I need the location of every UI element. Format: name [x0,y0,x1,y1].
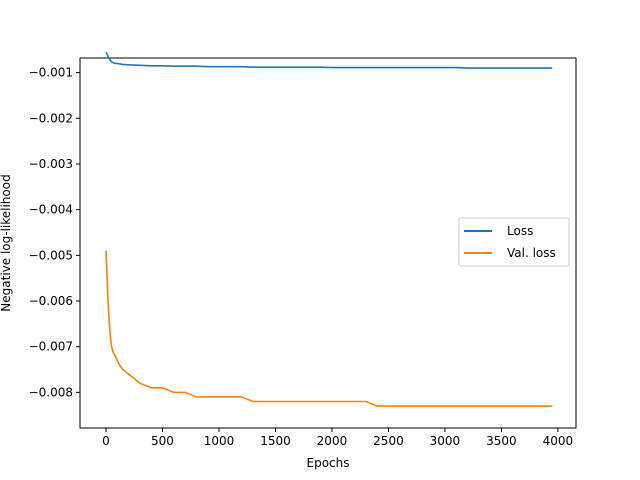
series-line-val-loss [105,250,553,407]
series-line-loss [105,51,553,69]
x-tick-label: 1500 [260,434,291,448]
legend-label-loss: Loss [507,224,533,238]
y-tick-label: −0.003 [29,157,73,171]
x-axis-ticks: 0 500 1000 1500 2000 2500 3000 3500 4000 [102,428,573,448]
x-tick-label: 2500 [373,434,404,448]
y-axis-ticks: −0.001 −0.002 −0.003 −0.004 −0.005 −0.006 −0.0… [29,66,80,399]
series-layer [105,51,553,407]
x-axis-label: Epochs [307,456,350,470]
x-tick-label: 500 [151,434,174,448]
legend-label-val-loss: Val. loss [507,246,556,260]
y-tick-label: −0.008 [29,385,73,399]
y-tick-label: −0.001 [29,66,73,80]
legend: Loss Val. loss [458,217,570,267]
y-tick-label: −0.002 [29,111,73,125]
y-tick-label: −0.007 [29,340,73,354]
x-tick-label: 0 [102,434,110,448]
x-tick-label: 2000 [317,434,348,448]
y-tick-label: −0.004 [29,203,73,217]
x-tick-label: 3000 [430,434,461,448]
y-axis-label: Negative log-likelihood [0,174,13,311]
x-tick-label: 3500 [486,434,517,448]
y-tick-label: −0.005 [29,248,73,262]
x-tick-label: 1000 [204,434,235,448]
x-tick-label: 4000 [543,434,574,448]
y-tick-label: −0.006 [29,294,73,308]
